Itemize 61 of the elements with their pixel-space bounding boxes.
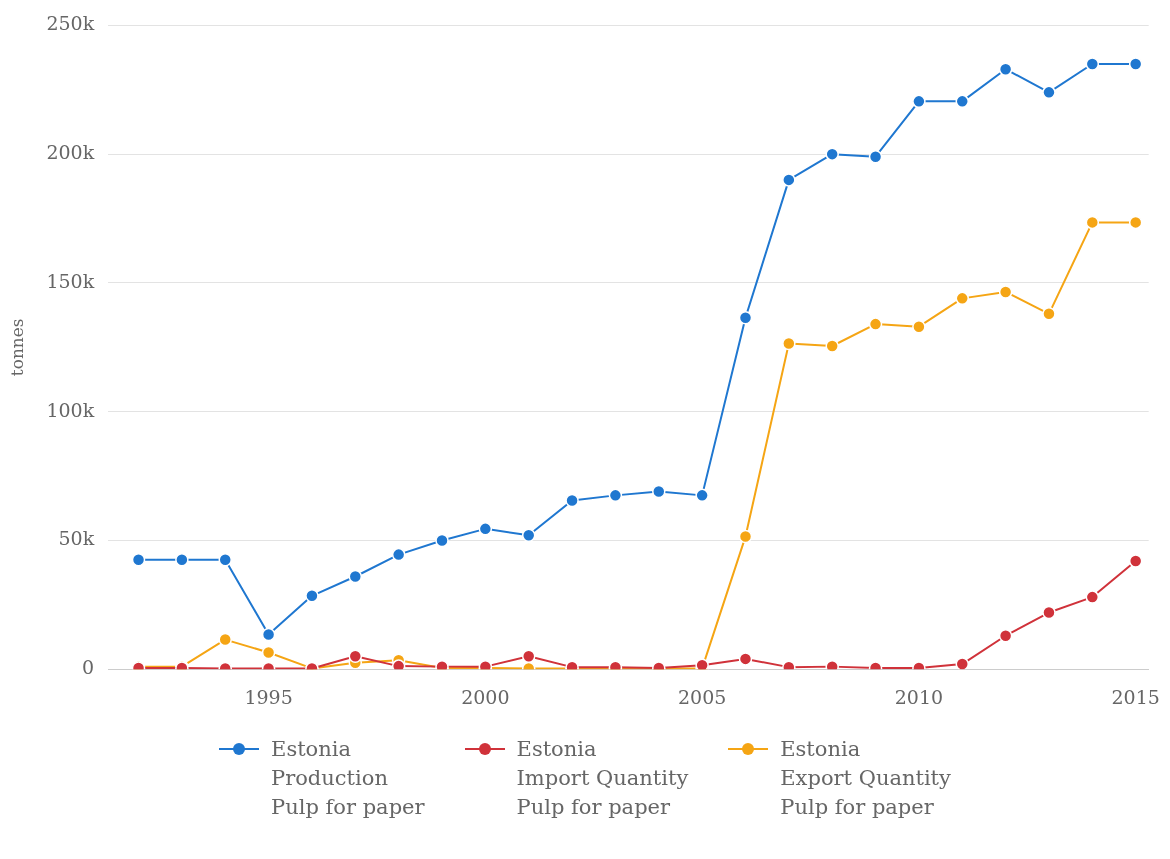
point [435,533,449,548]
point [868,149,883,164]
point [1085,590,1100,604]
point [738,310,753,325]
point [998,62,1013,76]
point [218,632,232,647]
point [912,94,926,109]
x-tick-label: 2010 [894,685,944,708]
point [131,553,146,567]
point [261,645,276,660]
point [825,659,839,670]
x-tick-label: 2015 [1111,685,1160,708]
y-tick-label: 200k [46,141,95,164]
point [652,484,666,499]
point [391,547,406,562]
point [998,628,1013,643]
y-axis-title: tonnes [6,318,27,377]
point [825,339,839,353]
point [955,291,970,306]
point [955,94,970,109]
point [782,336,796,351]
point [305,589,319,603]
point [1042,85,1056,100]
legend-label: Estonia Import Quantity Pulp for paper [516,736,689,821]
legend-label: Estonia Export Quantity Pulp for paper [780,736,951,821]
point [1085,57,1100,71]
point [348,649,363,664]
point [695,488,709,503]
point [391,659,406,670]
point [912,319,926,334]
point [521,649,536,664]
point [565,493,579,508]
point [738,652,753,666]
y-tick-label: 0 [82,656,95,679]
y-tick-label: 50k [58,527,95,550]
point [218,553,232,567]
y-tick-label: 100k [46,398,95,421]
point [955,657,970,670]
point [1085,215,1100,230]
point [1042,605,1056,620]
legend-label: Estonia Production Pulp for paper [271,736,425,821]
x-tick-label: 2005 [677,685,727,708]
point [782,173,796,187]
point [521,528,536,543]
point [261,627,276,642]
point [1128,554,1143,568]
y-tick-label: 150k [46,269,95,292]
point [348,569,363,584]
x-tick-label: 1995 [244,685,293,708]
point [868,317,883,331]
point [608,488,623,503]
point [175,553,189,567]
point [738,529,753,544]
point [998,285,1013,299]
point [478,522,493,536]
point [1128,215,1143,230]
point [1128,57,1143,71]
x-tick-label: 2000 [461,685,510,708]
point [825,147,839,161]
y-tick-label: 250k [46,12,95,35]
point [1042,307,1056,321]
